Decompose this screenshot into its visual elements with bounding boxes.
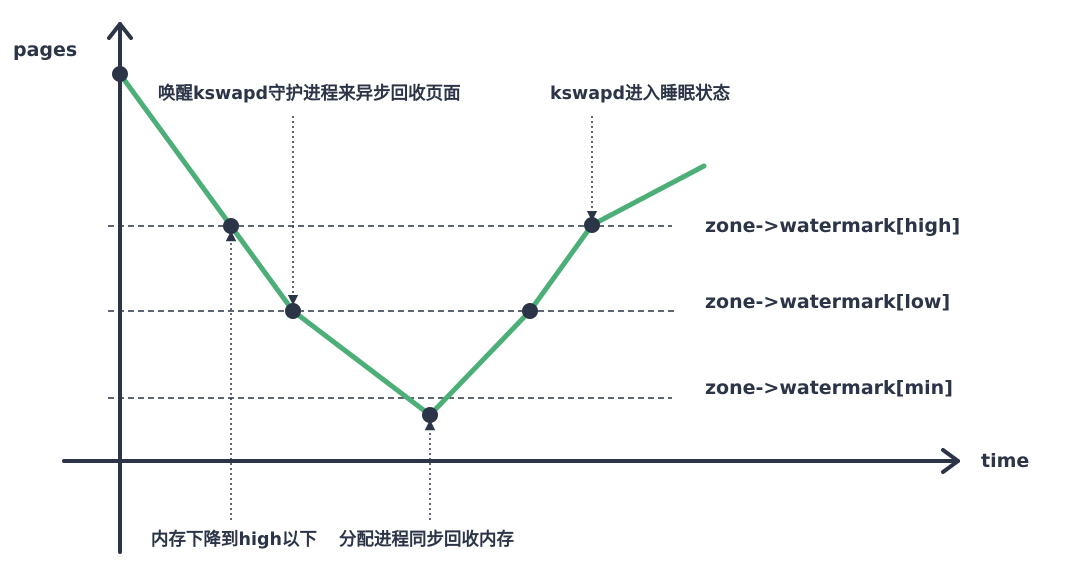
- x-axis-label: time: [981, 450, 1029, 472]
- point-min: [422, 407, 438, 423]
- point-recover-high: [584, 217, 600, 233]
- watermark-low-label: zone->watermark[low]: [705, 291, 950, 313]
- note-below-high: 内存下降到high以下: [151, 529, 317, 550]
- x-axis-arrow-icon: [941, 448, 960, 474]
- point-start: [112, 66, 128, 82]
- note-wake-kswapd: 唤醒kswapd守护进程来异步回收页面: [158, 83, 461, 104]
- point-cross-low: [285, 303, 301, 319]
- point-recover-low: [522, 303, 538, 319]
- note-kswapd-sleep: kswapd进入睡眠状态: [550, 83, 731, 104]
- page-count-curve: [117, 71, 707, 418]
- note-sync-reclaim: 分配进程同步回收内存: [339, 529, 514, 550]
- y-axis-label: pages: [13, 39, 77, 61]
- watermark-high-label: zone->watermark[high]: [705, 215, 960, 237]
- point-cross-high: [223, 218, 239, 234]
- y-axis-arrow-icon: [107, 22, 133, 40]
- watermark-min-label: zone->watermark[min]: [705, 377, 953, 399]
